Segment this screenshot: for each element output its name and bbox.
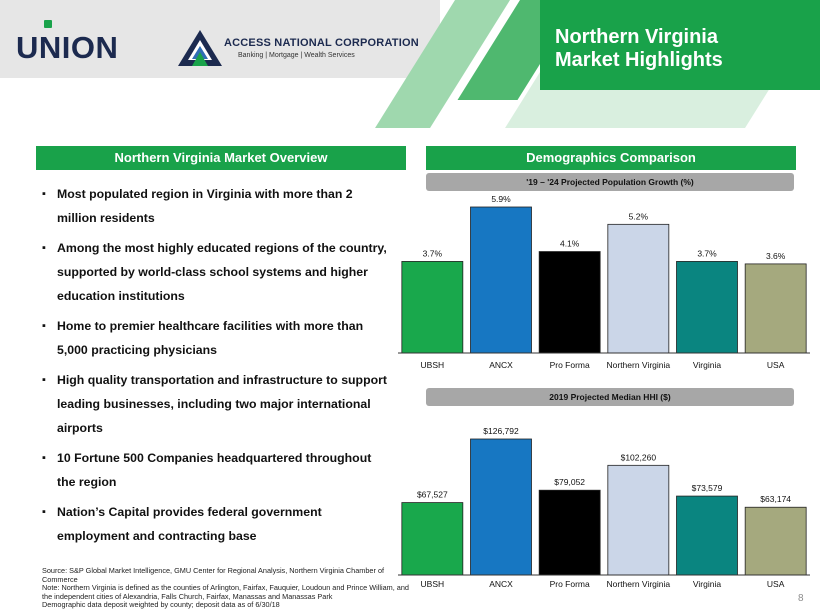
market-overview-list: Most populated region in Virginia with m…: [42, 182, 392, 554]
bar-pro-forma: [538, 251, 601, 354]
data-label: 5.9%: [491, 194, 511, 204]
note-line: Demographic data deposit weighted by cou…: [42, 600, 280, 610]
bar-ancx: [470, 438, 532, 576]
bar-virginia: [676, 495, 738, 576]
bar-northern-virginia: [607, 464, 670, 576]
list-item: Among the most highly educated regions o…: [42, 236, 392, 308]
union-logo: UNION: [16, 30, 119, 65]
category-label: Northern Virginia: [607, 579, 671, 589]
bar-ubsh: [401, 261, 464, 354]
list-item: Nation’s Capital provides federal govern…: [42, 500, 392, 548]
category-label: Virginia: [693, 579, 721, 589]
category-label: Northern Virginia: [607, 360, 671, 370]
category-label: Pro Forma: [550, 360, 590, 370]
data-label: $73,579: [692, 483, 723, 493]
category-label: UBSH: [421, 360, 445, 370]
list-item: High quality transportation and infrastr…: [42, 368, 392, 440]
demographics-header: Demographics Comparison: [426, 146, 796, 170]
category-label: Pro Forma: [550, 579, 590, 589]
data-label: 3.7%: [423, 248, 443, 258]
page-title: Northern Virginia Market Highlights: [555, 26, 723, 72]
data-label: 5.2%: [629, 211, 649, 221]
access-national-name: ACCESS NATIONAL CORPORATION: [224, 37, 419, 49]
category-label: Virginia: [693, 360, 721, 370]
category-label: USA: [767, 579, 785, 589]
market-overview-header: Northern Virginia Market Overview: [36, 146, 406, 170]
data-label: $67,527: [417, 490, 448, 500]
title-line-2: Market Highlights: [555, 49, 723, 71]
bar-northern-virginia: [607, 223, 670, 354]
data-label: 3.6%: [766, 251, 786, 261]
page-number: 8: [798, 593, 804, 604]
population-growth-chart: 3.7% UBSH 5.9% ANCX 4.1% Pro Forma 5.2% Norther…: [398, 194, 810, 370]
union-logo-mark: [44, 20, 52, 28]
access-national-logo-icon: [178, 30, 222, 66]
category-label: ANCX: [489, 579, 513, 589]
category-label: UBSH: [421, 579, 445, 589]
data-label: 3.7%: [697, 248, 717, 258]
data-label: $79,052: [554, 477, 585, 487]
bar-usa: [744, 506, 807, 576]
data-label: $102,260: [621, 452, 657, 462]
title-box: [540, 0, 820, 90]
data-label: 4.1%: [560, 239, 580, 249]
bar-pro-forma: [538, 489, 601, 576]
access-national-tagline: Banking | Mortgage | Wealth Services: [238, 52, 355, 59]
list-item: 10 Fortune 500 Companies headquartered t…: [42, 446, 392, 494]
list-item: Home to premier healthcare facilities wi…: [42, 314, 392, 362]
source-notes: Source: S&P Global Market Intelligence, …: [42, 566, 410, 610]
data-label: $63,174: [760, 494, 791, 504]
bar-virginia: [676, 261, 738, 354]
bar-usa: [744, 263, 807, 354]
list-item: Most populated region in Virginia with m…: [42, 182, 392, 230]
population-growth-chart-title: '19 – '24 Projected Population Growth (%…: [426, 173, 794, 191]
bar-ancx: [470, 206, 532, 354]
source-line: Source: S&P Global Market Intelligence, …: [42, 566, 385, 584]
bar-ubsh: [401, 502, 464, 576]
data-label: $126,792: [483, 426, 519, 436]
category-label: ANCX: [489, 360, 513, 370]
note-line: Note: Northern Virginia is defined as th…: [42, 583, 409, 601]
category-label: USA: [767, 360, 785, 370]
title-line-1: Northern Virginia: [555, 26, 718, 48]
median-hhi-chart-title: 2019 Projected Median HHI ($): [426, 388, 794, 406]
median-hhi-chart: $67,527 UBSH $126,792 ANCX $79,052 Pro Forma $…: [398, 426, 810, 589]
